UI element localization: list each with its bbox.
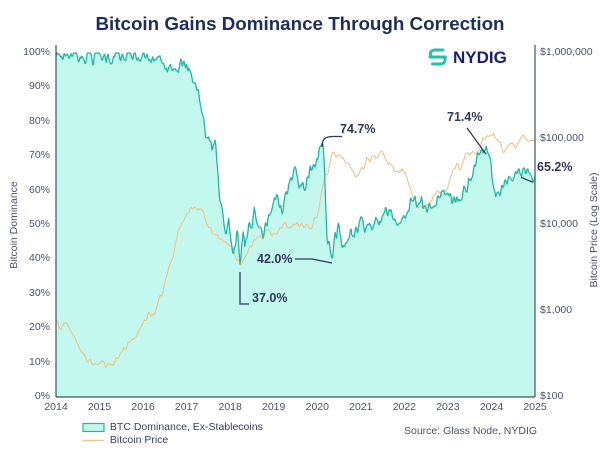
svg-text:65.2%: 65.2% bbox=[537, 160, 572, 174]
svg-text:NYDIG: NYDIG bbox=[453, 48, 507, 67]
svg-text:42.0%: 42.0% bbox=[257, 252, 292, 266]
svg-text:74.7%: 74.7% bbox=[340, 122, 375, 136]
svg-text:71.4%: 71.4% bbox=[447, 110, 482, 124]
svg-text:37.0%: 37.0% bbox=[252, 291, 287, 305]
